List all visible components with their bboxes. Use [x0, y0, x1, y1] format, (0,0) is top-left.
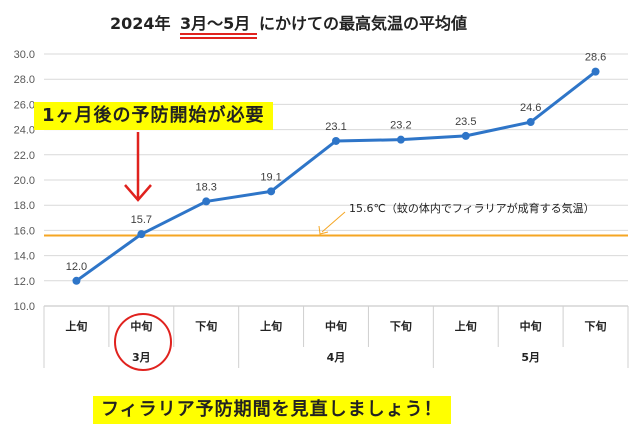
reference-leader-line	[321, 211, 346, 233]
x-tick-label: 上旬	[65, 319, 87, 333]
data-point	[267, 187, 276, 196]
x-group-label: 4月	[327, 351, 346, 364]
chart-title-year: 2024年	[110, 14, 171, 33]
y-tick-label: 16.0	[14, 225, 35, 237]
data-point	[526, 118, 535, 127]
data-label: 12.0	[66, 261, 87, 273]
x-tick-label: 中旬	[520, 319, 542, 333]
y-tick-label: 18.0	[14, 200, 35, 212]
data-point	[396, 135, 405, 144]
y-tick-label: 22.0	[14, 150, 35, 162]
data-point	[72, 276, 81, 285]
x-group-label: 5月	[521, 351, 540, 364]
data-label: 23.5	[455, 116, 476, 128]
x-tick-label: 下旬	[195, 319, 217, 333]
y-tick-label: 30.0	[14, 49, 35, 61]
x-tick-label: 中旬	[325, 319, 347, 333]
highlight-circle	[114, 313, 172, 371]
callout-prevention-start: 1ヶ月後の予防開始が必要	[34, 102, 273, 130]
red-arrow-head	[124, 184, 152, 202]
y-tick-label: 12.0	[14, 276, 35, 288]
callout-review-period: フィラリア予防期間を見直しましょう！	[93, 396, 451, 424]
data-point	[591, 67, 600, 76]
y-tick-label: 10.0	[14, 301, 35, 313]
reference-line-label: 15.6℃（蚊の体内でフィラリアが成育する気温）	[349, 201, 595, 215]
y-tick-label: 20.0	[14, 175, 35, 187]
y-tick-label: 24.0	[14, 125, 35, 137]
x-tick-label: 上旬	[260, 319, 282, 333]
y-tick-label: 26.0	[14, 99, 35, 111]
data-label: 15.7	[131, 214, 152, 226]
reference-leader-arrowhead	[318, 225, 329, 235]
data-point	[137, 230, 146, 239]
x-group-label: 3月	[132, 351, 151, 364]
data-point	[202, 197, 211, 206]
data-label: 24.6	[520, 102, 541, 114]
data-point	[332, 136, 340, 145]
x-tick-label: 下旬	[585, 319, 607, 333]
data-label: 18.3	[196, 181, 217, 193]
y-tick-label: 28.0	[14, 74, 35, 86]
x-tick-label: 下旬	[390, 319, 412, 333]
data-point	[461, 131, 470, 140]
x-tick-label: 上旬	[455, 319, 477, 333]
data-label: 28.6	[585, 52, 606, 64]
x-tick-label: 中旬	[130, 319, 152, 333]
data-label: 23.1	[325, 121, 346, 133]
chart-title-highlight: 3月〜5月	[180, 14, 250, 33]
chart-title-rest: にかけての最高気温の平均値	[259, 14, 467, 33]
data-label: 23.2	[390, 120, 411, 132]
data-label: 19.1	[260, 171, 281, 183]
y-tick-label: 14.0	[14, 251, 35, 263]
